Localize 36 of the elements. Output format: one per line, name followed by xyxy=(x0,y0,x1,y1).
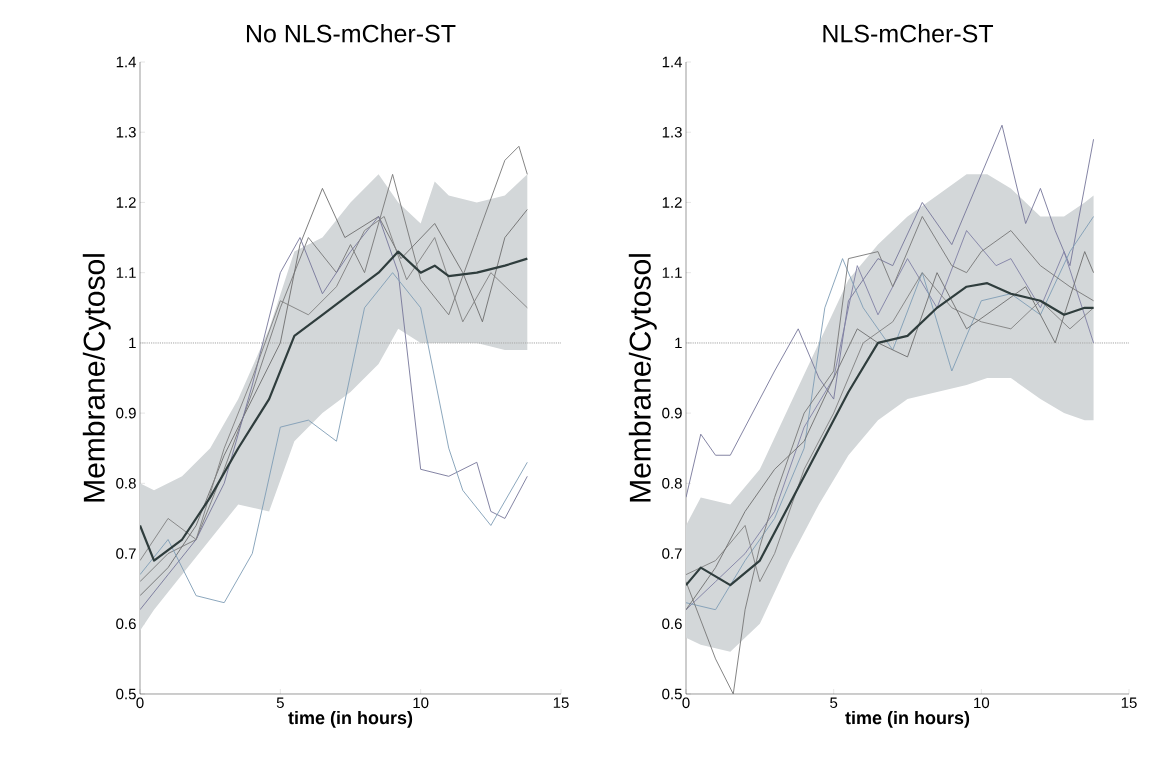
y-tick-label: 1.1 xyxy=(662,267,682,278)
y-tick-label: 0.6 xyxy=(662,618,682,630)
x-tick-label: 15 xyxy=(553,697,569,708)
chart-title: NLS-mCher-ST xyxy=(823,24,994,43)
chart-title: No NLS-mCher-ST xyxy=(246,24,456,43)
y-axis-title: Membrane/Cytosol xyxy=(82,254,111,502)
y-tick-label: 0.5 xyxy=(116,688,136,700)
x-tick-label: 15 xyxy=(1121,697,1137,708)
y-tick-label: 1.3 xyxy=(662,126,682,138)
y-tick-label: 0.9 xyxy=(116,407,136,419)
x-axis-title: time (in hours) xyxy=(845,711,970,728)
y-tick-label: 1.4 xyxy=(116,56,137,68)
y-tick-label: 0.7 xyxy=(116,548,136,559)
x-tick-label: 5 xyxy=(830,697,838,708)
x-tick-label: 0 xyxy=(136,697,144,709)
x-axis-title: time (in hours) xyxy=(288,711,413,728)
y-tick-label: 0.8 xyxy=(662,478,682,489)
y-tick-label: 1.4 xyxy=(662,56,683,68)
y-tick-label: 0.8 xyxy=(116,478,136,489)
y-tick-label: 0.5 xyxy=(662,688,682,700)
x-tick-label: 5 xyxy=(276,697,284,708)
line-series xyxy=(140,272,528,604)
y-axis-title: Membrane/Cytosol xyxy=(628,254,657,502)
x-tick-label: 10 xyxy=(974,697,990,709)
y-tick-label: 1.1 xyxy=(116,267,136,278)
y-tick-label: 0.6 xyxy=(116,618,136,630)
y-tick-label: 0.7 xyxy=(662,548,682,559)
y-tick-label: 0.9 xyxy=(662,407,682,419)
y-tick-label: 1.2 xyxy=(662,197,682,208)
y-tick-label: 1 xyxy=(129,337,136,349)
x-tick-label: 10 xyxy=(413,697,429,709)
y-tick-label: 1 xyxy=(675,337,682,349)
y-tick-label: 1.3 xyxy=(116,126,136,138)
line-series xyxy=(686,216,1095,694)
x-tick-label: 0 xyxy=(682,697,690,709)
y-tick-label: 1.2 xyxy=(116,197,136,208)
